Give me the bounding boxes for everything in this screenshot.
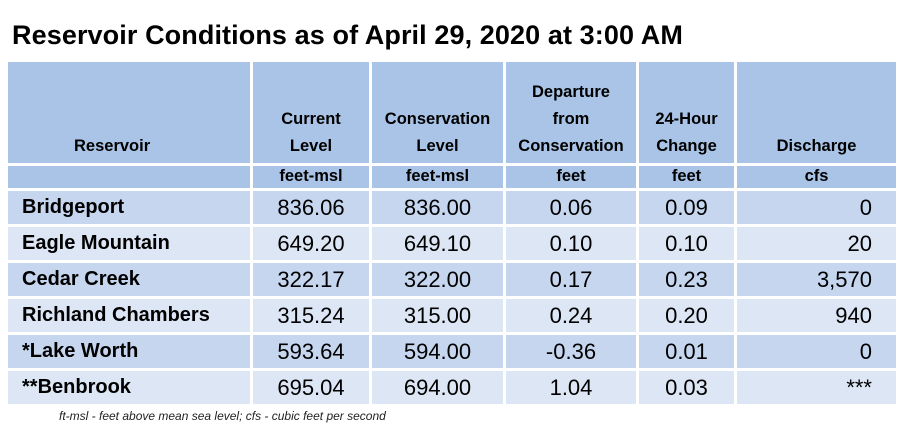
header-line: Level xyxy=(416,137,459,155)
column-header-conservation-level: Conservation Level xyxy=(372,62,506,166)
row-lake-worth-current: 593.64 xyxy=(253,335,372,371)
row-richland-chambers-discharge: 940 xyxy=(737,299,896,335)
row-lake-worth-discharge: 0 xyxy=(737,335,896,371)
row-cedar-creek-conservation: 322.00 xyxy=(372,263,506,299)
row-richland-chambers-current: 315.24 xyxy=(253,299,372,335)
row-eagle-mountain-discharge: 20 xyxy=(737,227,896,263)
row-benbrook-discharge: *** xyxy=(737,371,896,407)
row-eagle-mountain-current: 649.20 xyxy=(253,227,372,263)
row-bridgeport-discharge: 0 xyxy=(737,191,896,227)
reservoir-table: Reservoir Current Level Conservation Lev… xyxy=(8,62,900,407)
footnote: ft-msl - feet above mean sea level; cfs … xyxy=(59,409,386,423)
header-line: Reservoir xyxy=(74,137,151,155)
row-benbrook-current: 695.04 xyxy=(253,371,372,407)
row-richland-chambers-conservation: 315.00 xyxy=(372,299,506,335)
header-line: Discharge xyxy=(776,137,857,155)
unit-conservation-level: feet-msl xyxy=(372,166,506,191)
row-lake-worth-conservation: 594.00 xyxy=(372,335,506,371)
row-bridgeport-conservation: 836.00 xyxy=(372,191,506,227)
column-header-current-level: Current Level xyxy=(253,62,372,166)
row-cedar-creek-name: Cedar Creek xyxy=(8,263,253,299)
header-line: Level xyxy=(289,137,333,155)
column-header-reservoir: Reservoir xyxy=(8,62,253,166)
row-eagle-mountain-conservation: 649.10 xyxy=(372,227,506,263)
header-line: 24-Hour xyxy=(655,110,718,128)
row-cedar-creek-change: 0.23 xyxy=(639,263,737,299)
row-bridgeport-current: 836.06 xyxy=(253,191,372,227)
header-line: Conservation xyxy=(518,137,624,155)
unit-departure: feet xyxy=(506,166,639,191)
row-richland-chambers-name: Richland Chambers xyxy=(8,299,253,335)
unit-24-hour-change: feet xyxy=(639,166,737,191)
unit-discharge: cfs xyxy=(737,166,896,191)
row-benbrook-conservation: 694.00 xyxy=(372,371,506,407)
row-richland-chambers-departure: 0.24 xyxy=(506,299,639,335)
row-benbrook-change: 0.03 xyxy=(639,371,737,407)
page-title: Reservoir Conditions as of April 29, 202… xyxy=(12,20,683,50)
row-richland-chambers-change: 0.20 xyxy=(639,299,737,335)
unit-reservoir xyxy=(8,166,253,191)
header-line: from xyxy=(552,110,590,128)
header-line: Departure xyxy=(532,83,610,101)
column-header-discharge: Discharge xyxy=(737,62,896,166)
row-lake-worth-name: *Lake Worth xyxy=(8,335,253,371)
row-eagle-mountain-change: 0.10 xyxy=(639,227,737,263)
row-cedar-creek-discharge: 3,570 xyxy=(737,263,896,299)
header-line: Change xyxy=(656,137,717,155)
row-cedar-creek-current: 322.17 xyxy=(253,263,372,299)
row-benbrook-departure: 1.04 xyxy=(506,371,639,407)
row-benbrook-name: **Benbrook xyxy=(8,371,253,407)
row-bridgeport-change: 0.09 xyxy=(639,191,737,227)
row-bridgeport-departure: 0.06 xyxy=(506,191,639,227)
row-bridgeport-name: Bridgeport xyxy=(8,191,253,227)
column-header-departure: Departure from Conservation xyxy=(506,62,639,166)
row-lake-worth-change: 0.01 xyxy=(639,335,737,371)
header-line: Current xyxy=(281,110,341,128)
row-cedar-creek-departure: 0.17 xyxy=(506,263,639,299)
header-line: Conservation xyxy=(384,110,491,128)
unit-current-level: feet-msl xyxy=(253,166,372,191)
column-header-24-hour-change: 24-Hour Change xyxy=(639,62,737,166)
row-eagle-mountain-name: Eagle Mountain xyxy=(8,227,253,263)
row-lake-worth-departure: -0.36 xyxy=(506,335,639,371)
row-eagle-mountain-departure: 0.10 xyxy=(506,227,639,263)
